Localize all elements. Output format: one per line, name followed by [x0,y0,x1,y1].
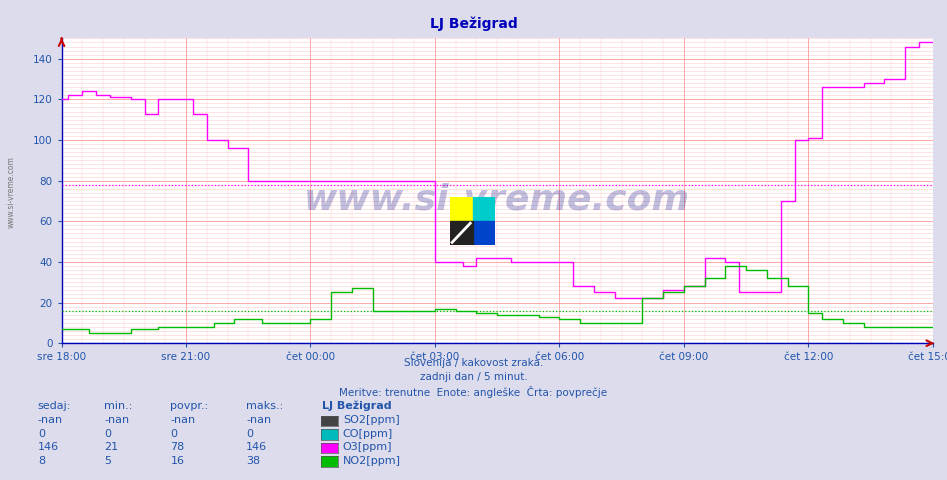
Text: Slovenija / kakovost zraka.: Slovenija / kakovost zraka. [403,358,544,368]
Bar [473,221,495,245]
Text: 21: 21 [104,442,118,452]
Text: -nan: -nan [170,415,196,425]
Text: 16: 16 [170,456,185,466]
Text: -nan: -nan [246,415,272,425]
Text: 38: 38 [246,456,260,466]
Text: 0: 0 [246,429,253,439]
Text: sedaj:: sedaj: [38,401,71,411]
Text: 8: 8 [38,456,45,466]
Text: NO2[ppm]: NO2[ppm] [343,456,401,466]
Text: 0: 0 [38,429,45,439]
Text: SO2[ppm]: SO2[ppm] [343,415,400,425]
Text: povpr.:: povpr.: [170,401,208,411]
Text: 0: 0 [170,429,177,439]
Text: 146: 146 [38,442,59,452]
Text: min.:: min.: [104,401,133,411]
Text: 78: 78 [170,442,185,452]
Text: CO[ppm]: CO[ppm] [343,429,393,439]
Bar [450,221,473,245]
Text: O3[ppm]: O3[ppm] [343,442,392,452]
Text: -nan: -nan [104,415,130,425]
Text: 146: 146 [246,442,267,452]
Bar [450,197,473,221]
Text: maks.:: maks.: [246,401,283,411]
Text: 0: 0 [104,429,111,439]
Text: zadnji dan / 5 minut.: zadnji dan / 5 minut. [420,372,527,382]
Text: -nan: -nan [38,415,63,425]
Text: LJ Bežigrad: LJ Bežigrad [430,17,517,31]
Text: 5: 5 [104,456,111,466]
Text: www.si-vreme.com: www.si-vreme.com [304,183,690,217]
Bar [473,197,495,221]
Text: www.si-vreme.com: www.si-vreme.com [7,156,16,228]
Text: Meritve: trenutne  Enote: angleške  Črta: povprečje: Meritve: trenutne Enote: angleške Črta: … [339,386,608,398]
Text: LJ Bežigrad: LJ Bežigrad [322,400,392,411]
